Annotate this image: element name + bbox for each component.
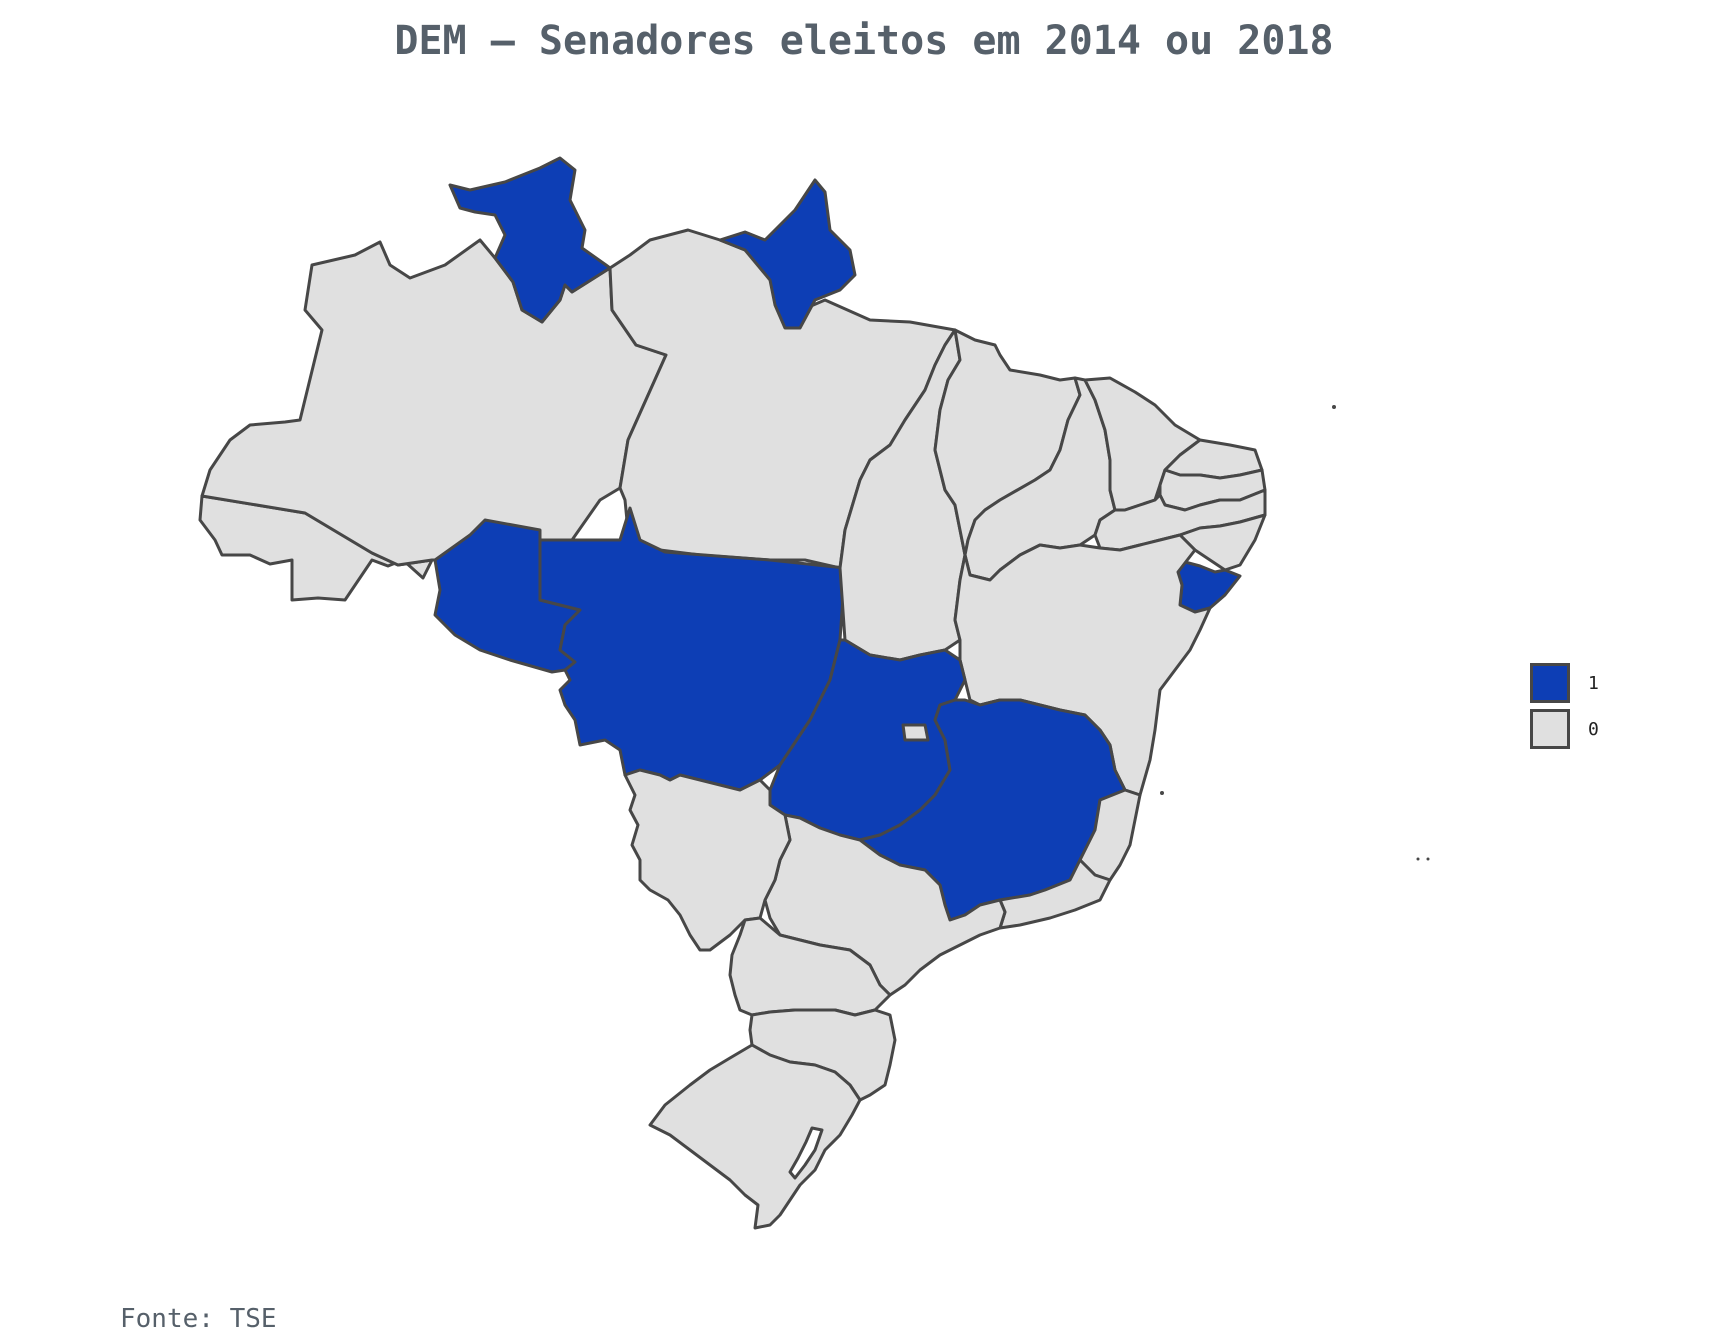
legend: 1 0 [1530, 660, 1599, 752]
legend-item-0: 0 [1530, 706, 1599, 752]
island-fernando-de-noronha [1332, 405, 1336, 409]
state-MS [623, 768, 792, 952]
state-CE [1083, 376, 1202, 512]
legend-label-1: 1 [1588, 672, 1599, 694]
legend-swatch-not-elected [1530, 709, 1570, 749]
legend-label-0: 0 [1588, 718, 1599, 740]
island-trindade [1416, 857, 1420, 861]
legend-item-1: 1 [1530, 660, 1599, 706]
source-caption: Fonte: TSE [120, 1304, 277, 1334]
state-SP [763, 813, 1007, 997]
island-abrolhos [1160, 791, 1164, 795]
page-title: DEM – Senadores eleitos em 2014 ou 2018 [394, 18, 1334, 64]
state-DF [901, 723, 930, 742]
state-RS [648, 1043, 862, 1230]
legend-swatch-elected [1530, 663, 1570, 703]
lagoa-dos-patos [788, 1126, 824, 1180]
state-RR [448, 156, 612, 324]
state-AP [718, 178, 857, 330]
island-martim-vaz [1426, 857, 1430, 861]
state-AL [1178, 513, 1267, 572]
